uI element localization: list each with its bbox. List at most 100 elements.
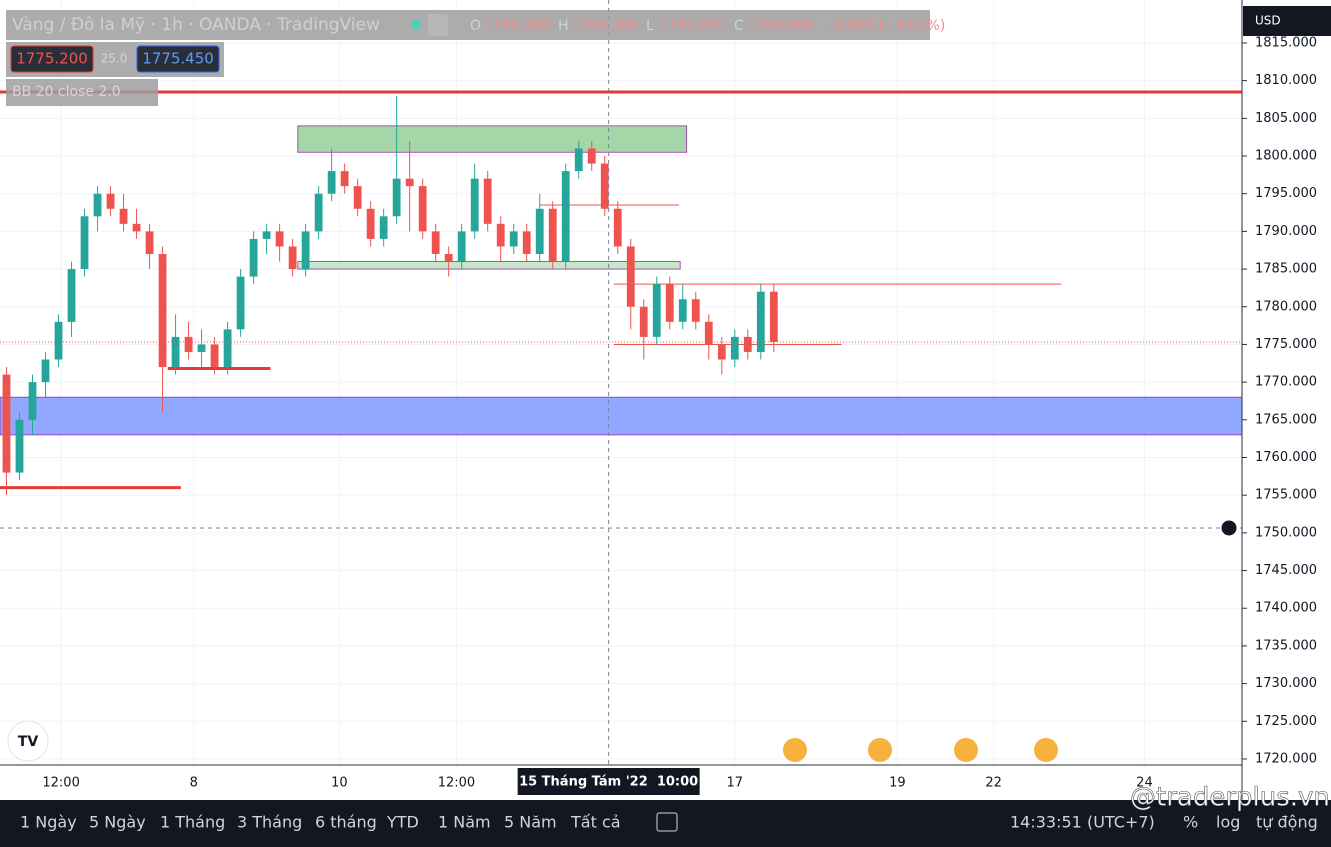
candle-body <box>418 186 427 232</box>
candle-body <box>184 336 193 352</box>
crosshair-time: 15 Tháng Tám '22 10:00 <box>519 775 698 790</box>
bottom-toolbar <box>0 800 1331 847</box>
candle-body <box>405 178 414 187</box>
candle-body <box>470 178 479 232</box>
y-tick-label: 1765.000 <box>1255 412 1317 427</box>
axis: 1720.000 1725.000 1730.000 1735.000 1740.000… <box>42 35 1317 790</box>
candle-body <box>275 231 284 247</box>
log-toggle[interactable]: log <box>1216 813 1240 832</box>
event-icon[interactable] <box>1034 738 1058 762</box>
ohlc-value: 1795.460 <box>747 18 814 34</box>
event-icon[interactable] <box>868 738 892 762</box>
ohlc-key: O <box>470 18 481 34</box>
y-tick-label: 1805.000 <box>1255 111 1317 126</box>
candle-body <box>54 321 63 360</box>
toolbar: 1 Ngày 5 Ngày 1 Tháng 3 Tháng 6 tháng YTD 1 Nă… <box>20 812 678 832</box>
zone <box>297 125 688 153</box>
range-button[interactable]: 5 Năm <box>504 813 557 832</box>
candle-body <box>626 246 635 307</box>
candle-body <box>353 186 362 209</box>
y-tick-label: 1740.000 <box>1255 601 1317 616</box>
range-button[interactable]: 1 Tháng <box>160 813 225 832</box>
candle-body <box>756 291 765 352</box>
status-dot <box>411 20 421 30</box>
drawings <box>0 90 1243 490</box>
candle-body <box>444 253 453 262</box>
crosshair-add[interactable] <box>1220 519 1238 537</box>
currency-box[interactable] <box>1243 6 1331 36</box>
tv-logo: TV <box>7 720 49 762</box>
ohlc-legend: O 1796.360 H 1796.360 L 1794.025 C 1795.460 −0.9… <box>470 18 945 34</box>
candle-body <box>496 223 505 247</box>
y-tick-label: 1750.000 <box>1255 525 1317 540</box>
range-button[interactable]: 1 Năm <box>438 813 491 832</box>
candle-body <box>743 336 752 352</box>
ohlc-key: H <box>558 18 569 34</box>
ohlc-value: 1796.360 <box>483 18 550 34</box>
candle-body <box>314 193 323 232</box>
candle-body <box>574 148 583 172</box>
bid: 1775.200 <box>16 50 88 68</box>
candle-body <box>665 284 674 322</box>
candle-body <box>561 171 570 262</box>
indicator-bg <box>6 79 158 106</box>
symbol-title: Vàng / Đô la Mỹ · 1h · OANDA · TradingVi… <box>12 15 380 35</box>
y-tick-label: 1815.000 <box>1255 35 1317 50</box>
x-tick-label: 8 <box>190 776 198 791</box>
candle-body <box>769 291 778 342</box>
candle-body <box>223 329 232 368</box>
y-tick-label: 1720.000 <box>1255 751 1317 766</box>
zone <box>297 261 681 270</box>
x-tick-label: 22 <box>985 776 1002 791</box>
y-tick-label: 1755.000 <box>1255 488 1317 503</box>
candle-body <box>600 163 609 209</box>
date-range-button[interactable] <box>656 812 678 832</box>
y-tick-label: 1780.000 <box>1255 299 1317 314</box>
candle-body <box>158 253 167 368</box>
range-button[interactable]: 3 Tháng <box>237 813 302 832</box>
candle-body <box>457 231 466 262</box>
candle-body <box>2 374 11 473</box>
spread: 25.0 <box>101 52 128 66</box>
ask-box[interactable] <box>136 45 220 73</box>
range-button[interactable]: YTD <box>386 813 419 832</box>
y-tick-label: 1775.000 <box>1255 337 1317 352</box>
candle-body <box>613 208 622 247</box>
range-button[interactable]: 6 tháng <box>315 813 377 832</box>
candle-body <box>340 171 349 187</box>
y-tick-label: 1745.000 <box>1255 563 1317 578</box>
range-button[interactable]: Tất cả <box>570 813 621 832</box>
auto-toggle[interactable]: tự động <box>1256 813 1318 832</box>
x-tick-label: 12:00 <box>438 776 475 791</box>
y-tick-label: 1770.000 <box>1255 375 1317 390</box>
candles <box>2 95 778 496</box>
svg-text:TV: TV <box>18 734 39 750</box>
percent-toggle[interactable]: % <box>1183 813 1198 832</box>
candle-body <box>28 382 37 420</box>
candle-body <box>587 148 596 164</box>
x-tick-label: 24 <box>1136 776 1153 791</box>
candle-body <box>197 344 206 352</box>
y-tick-label: 1735.000 <box>1255 638 1317 653</box>
legend-button[interactable] <box>428 14 448 36</box>
ohlc-key: L <box>646 18 654 34</box>
candle-body <box>236 276 245 330</box>
x-tick-label: 10 <box>331 776 348 791</box>
range-button[interactable]: 1 Ngày <box>20 813 77 832</box>
candle-body <box>639 306 648 337</box>
range-button[interactable]: 5 Ngày <box>89 813 146 832</box>
x-tick-label: 17 <box>727 776 744 791</box>
zone <box>0 396 1243 436</box>
event-icon[interactable] <box>954 738 978 762</box>
x-tick-label: 12:00 <box>42 776 79 791</box>
candle-body <box>730 336 739 360</box>
currency: USD <box>1255 14 1281 28</box>
candle-body <box>535 208 544 254</box>
ohlc-value: 1794.025 <box>659 18 726 34</box>
event-icon[interactable] <box>783 738 807 762</box>
candle-body <box>522 231 531 254</box>
candle-body <box>691 299 700 322</box>
candle-body <box>15 419 24 473</box>
y-tick-label: 1760.000 <box>1255 450 1317 465</box>
bid-box[interactable] <box>10 45 94 73</box>
